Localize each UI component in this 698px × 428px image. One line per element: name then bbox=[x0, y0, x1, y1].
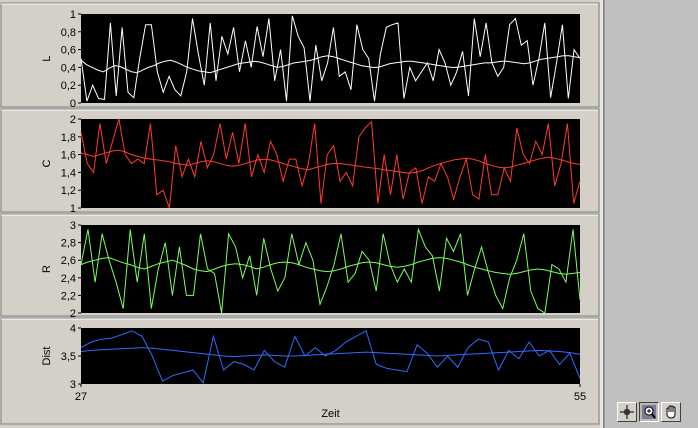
y-tick-label: 3 bbox=[70, 220, 76, 232]
y-tick-label: 0,4 bbox=[61, 62, 76, 74]
y-tick-label: 3,5 bbox=[61, 351, 76, 363]
crosshair-tool-button[interactable] bbox=[617, 402, 637, 422]
splitter-bar[interactable] bbox=[600, 0, 604, 428]
stacked-charts: 0 0,2 0,4 0,6 0,8 1 L 1 1,2 1,4 1,6 1,8 2 C 2 2,2 2,4 2,6… bbox=[0, 2, 600, 425]
chart-panel-l: 0 0,2 0,4 0,6 0,8 1 L bbox=[0, 2, 600, 110]
chart-panel-r: 2 2,2 2,4 2,6 2,8 3 R bbox=[0, 213, 600, 320]
series-line-raw bbox=[80, 118, 581, 209]
zoom-tool-button[interactable] bbox=[639, 402, 659, 422]
y-tick-label: 0,2 bbox=[61, 80, 76, 92]
y-tick-label: 1,6 bbox=[61, 150, 76, 162]
y-tick-label: 2 bbox=[70, 308, 76, 320]
series-line-smoothed bbox=[80, 347, 581, 358]
y-tick-label: 0 bbox=[70, 98, 76, 110]
x-tick-label: 55 bbox=[574, 391, 586, 403]
y-tick-label: 3 bbox=[70, 379, 76, 391]
y-tick-label: 1,2 bbox=[61, 185, 76, 197]
right-side-panel bbox=[604, 0, 698, 428]
chart-panel-c: 1 1,2 1,4 1,6 1,8 2 C bbox=[0, 108, 600, 215]
x-axis-title: Zeit bbox=[321, 408, 339, 420]
plot-area[interactable] bbox=[81, 328, 580, 384]
x-tick-label: 27 bbox=[75, 391, 87, 403]
y-tick-label: 1 bbox=[70, 203, 76, 215]
y-tick-label: 2,4 bbox=[61, 273, 76, 285]
chart-panel-dist: 3 3,5 4 Dist 27 55 Zeit bbox=[0, 317, 600, 425]
y-axis-title: R bbox=[41, 265, 53, 273]
y-tick-label: 1,8 bbox=[61, 132, 76, 144]
series-line-smoothed bbox=[80, 257, 581, 275]
y-axis-title: L bbox=[41, 55, 53, 61]
y-tick-label: 0,6 bbox=[61, 45, 76, 57]
y-tick-label: 2,2 bbox=[61, 290, 76, 302]
pan-tool-button[interactable] bbox=[661, 402, 681, 422]
y-axis-title: Dist bbox=[41, 347, 53, 366]
zoom-icon bbox=[642, 405, 656, 419]
y-tick-label: 0,8 bbox=[61, 27, 76, 39]
series-line-raw bbox=[80, 227, 581, 314]
y-tick-label: 1,4 bbox=[61, 167, 76, 179]
crosshair-cursor-icon bbox=[620, 405, 634, 419]
y-tick-label: 4 bbox=[70, 323, 76, 335]
graph-tools-palette bbox=[617, 402, 681, 422]
series-line-smoothed bbox=[80, 55, 581, 74]
series-line-raw bbox=[80, 330, 581, 385]
y-axis-title: C bbox=[41, 159, 53, 167]
series-line-raw bbox=[80, 15, 581, 102]
y-tick-label: 1 bbox=[70, 9, 76, 21]
y-tick-label: 2 bbox=[70, 114, 76, 126]
series-line-smoothed bbox=[80, 149, 581, 174]
plot-area[interactable] bbox=[81, 14, 580, 103]
y-tick-label: 2,6 bbox=[61, 255, 76, 267]
y-tick-label: 2,8 bbox=[61, 238, 76, 250]
pan-hand-icon bbox=[666, 405, 676, 419]
